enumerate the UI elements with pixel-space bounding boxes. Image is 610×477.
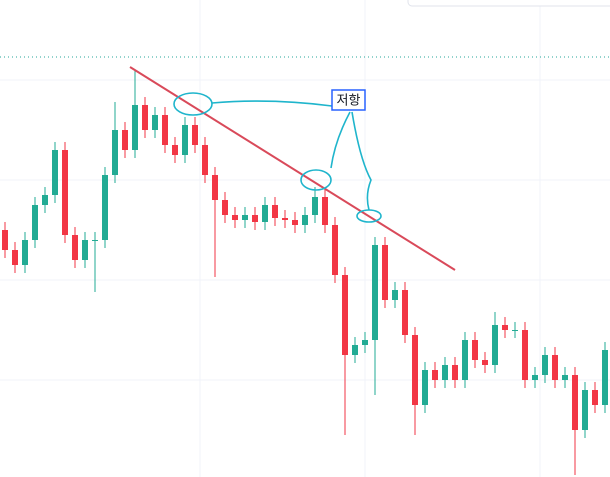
candle-body [292,220,298,225]
candle-body [382,245,388,300]
candle-body [22,240,28,265]
candle-body [192,125,198,145]
candle-body [102,175,108,240]
candle-body [202,145,208,175]
top-panel [407,0,610,7]
candle-body [112,130,118,175]
candle-body [32,205,38,240]
candle-body [282,218,288,220]
candle-body [142,105,148,130]
annotation-label: 저항 [337,94,361,109]
candle-body [62,150,68,235]
candle-body [402,290,408,335]
candle-body [182,125,188,155]
candle-body [592,390,598,405]
candle-body [562,375,568,380]
candle-body [462,340,468,380]
candle-body [452,365,458,380]
candle-body [512,330,518,331]
candle-body [232,215,238,220]
candle-body [372,245,378,340]
candle-body [492,325,498,365]
candle-body [412,335,418,405]
candle-body [92,240,98,241]
candle-body [472,340,478,360]
annotation-box [331,89,366,111]
candle-body [392,290,398,300]
candle-body [312,197,318,215]
candle-body [502,325,508,330]
candle-body [342,275,348,355]
candle-body [162,115,168,145]
candle-body [42,195,48,205]
candle-body [252,215,258,222]
candle-body [72,235,78,260]
candle-body [302,215,308,225]
candle-body [532,375,538,380]
candle-body [122,130,128,150]
candle-body [272,205,278,218]
candle-body [332,225,338,275]
candle-body [152,115,158,130]
candle-body [52,150,58,195]
candle-body [12,250,18,265]
candle-body [582,390,588,430]
candle-body [132,105,138,150]
candle-body [322,197,328,225]
candle-body [522,330,528,380]
candle-body [242,215,248,220]
candle-body [172,145,178,155]
candle-body [2,230,8,250]
candle-body [442,365,448,380]
candle-body [212,175,218,200]
candle-body [572,375,578,430]
candle-body [362,340,368,345]
candle-body [542,355,548,375]
candle-body [82,240,88,260]
annotation-drawing [173,92,382,223]
candle-body [222,200,228,215]
candle-body [262,205,268,222]
candle-body [432,370,438,380]
trend-line [129,66,456,271]
candle-body [602,350,608,405]
candle-body [482,360,488,365]
candle-body [422,370,428,405]
candle-body [552,355,558,380]
candle-body [352,345,358,355]
